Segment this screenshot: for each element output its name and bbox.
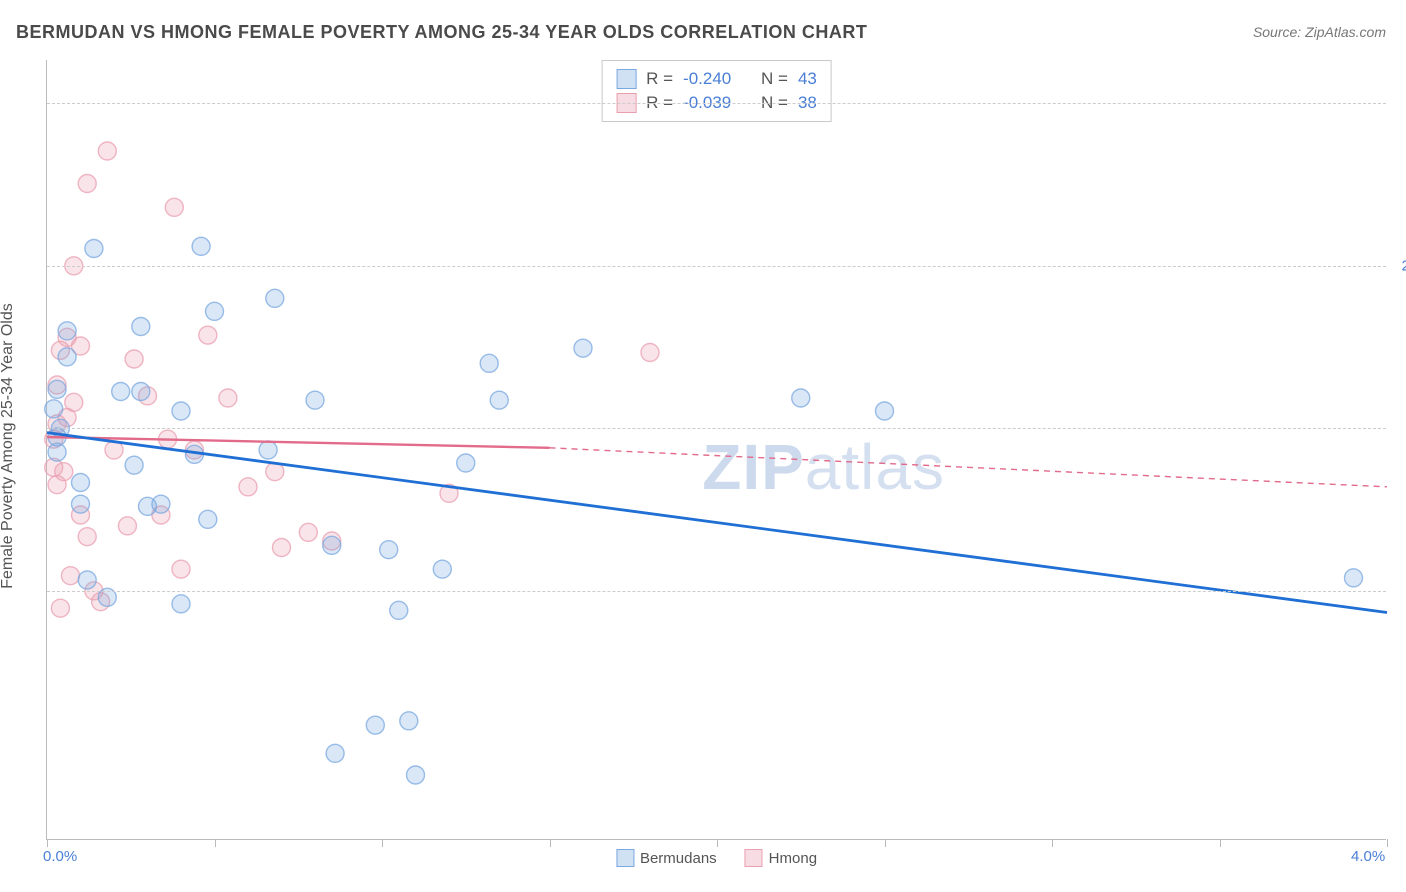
scatter-point-bermudans — [172, 595, 190, 613]
swatch-hmong — [745, 849, 763, 867]
legend-item-bermudans: Bermudans — [616, 849, 717, 867]
x-tick — [1220, 839, 1221, 847]
scatter-point-bermudans — [366, 716, 384, 734]
scatter-point-bermudans — [132, 383, 150, 401]
scatter-point-bermudans — [480, 354, 498, 372]
x-tick — [47, 839, 48, 847]
scatter-point-bermudans — [326, 744, 344, 762]
scatter-point-bermudans — [306, 391, 324, 409]
scatter-point-bermudans — [192, 237, 210, 255]
scatter-point-bermudans — [400, 712, 418, 730]
x-tick — [1387, 839, 1388, 847]
scatter-point-bermudans — [407, 766, 425, 784]
scatter-point-hmong — [199, 326, 217, 344]
x-tick — [885, 839, 886, 847]
swatch-bermudans — [616, 849, 634, 867]
scatter-point-hmong — [239, 478, 257, 496]
scatter-point-bermudans — [433, 560, 451, 578]
scatter-point-hmong — [78, 175, 96, 193]
y-axis-label: Female Poverty Among 25-34 Year Olds — [0, 161, 17, 447]
scatter-point-hmong — [299, 523, 317, 541]
trend-line-hmong-dashed — [550, 448, 1388, 487]
x-tick — [215, 839, 216, 847]
scatter-point-bermudans — [58, 348, 76, 366]
scatter-point-hmong — [98, 142, 116, 160]
scatter-point-bermudans — [259, 441, 277, 459]
scatter-point-bermudans — [78, 571, 96, 589]
scatter-point-bermudans — [132, 318, 150, 336]
scatter-point-hmong — [55, 463, 73, 481]
x-tick-label: 4.0% — [1351, 848, 1385, 865]
x-tick — [382, 839, 383, 847]
scatter-point-bermudans — [152, 495, 170, 513]
gridline-h — [47, 428, 1386, 429]
scatter-point-bermudans — [48, 443, 66, 461]
scatter-point-bermudans — [58, 322, 76, 340]
scatter-point-hmong — [219, 389, 237, 407]
gridline-h — [47, 591, 1386, 592]
source-value: ZipAtlas.com — [1305, 24, 1386, 40]
scatter-point-hmong — [641, 344, 659, 362]
scatter-point-bermudans — [48, 380, 66, 398]
scatter-point-hmong — [118, 517, 136, 535]
scatter-point-bermudans — [390, 601, 408, 619]
gridline-h — [47, 103, 1386, 104]
scatter-point-bermudans — [112, 383, 130, 401]
plot-area: ZIPatlas R = -0.240 N = 43 R = -0.039 N … — [46, 60, 1386, 840]
legend-label-hmong: Hmong — [769, 850, 817, 867]
scatter-point-bermudans — [72, 474, 90, 492]
x-tick — [717, 839, 718, 847]
chart-title: BERMUDAN VS HMONG FEMALE POVERTY AMONG 2… — [16, 22, 867, 43]
scatter-point-bermudans — [574, 339, 592, 357]
scatter-point-bermudans — [72, 495, 90, 513]
scatter-point-hmong — [172, 560, 190, 578]
scatter-point-hmong — [125, 350, 143, 368]
scatter-point-bermudans — [323, 536, 341, 554]
scatter-point-bermudans — [792, 389, 810, 407]
scatter-point-bermudans — [876, 402, 894, 420]
scatter-point-hmong — [273, 539, 291, 557]
legend-item-hmong: Hmong — [745, 849, 817, 867]
trend-line-bermudans — [47, 433, 1387, 613]
scatter-point-bermudans — [380, 541, 398, 559]
scatter-point-hmong — [65, 393, 83, 411]
x-tick — [550, 839, 551, 847]
legend-bottom: Bermudans Hmong — [616, 849, 817, 867]
scatter-point-bermudans — [172, 402, 190, 420]
chart-container: BERMUDAN VS HMONG FEMALE POVERTY AMONG 2… — [0, 0, 1406, 892]
scatter-point-bermudans — [85, 240, 103, 258]
source-attribution: Source: ZipAtlas.com — [1253, 24, 1386, 40]
scatter-point-hmong — [78, 528, 96, 546]
scatter-point-hmong — [51, 599, 69, 617]
y-tick-label: 22.5% — [1401, 257, 1406, 274]
scatter-point-bermudans — [490, 391, 508, 409]
scatter-point-bermudans — [199, 510, 217, 528]
scatter-point-bermudans — [125, 456, 143, 474]
gridline-h — [47, 266, 1386, 267]
x-tick — [1052, 839, 1053, 847]
scatter-point-hmong — [61, 567, 79, 585]
scatter-point-hmong — [165, 198, 183, 216]
legend-label-bermudans: Bermudans — [640, 850, 717, 867]
chart-svg — [47, 60, 1386, 839]
source-label: Source: — [1253, 24, 1301, 40]
scatter-point-bermudans — [457, 454, 475, 472]
scatter-point-bermudans — [266, 289, 284, 307]
scatter-point-bermudans — [1345, 569, 1363, 587]
x-tick-label: 0.0% — [43, 848, 77, 865]
scatter-point-bermudans — [45, 400, 63, 418]
scatter-point-bermudans — [206, 302, 224, 320]
